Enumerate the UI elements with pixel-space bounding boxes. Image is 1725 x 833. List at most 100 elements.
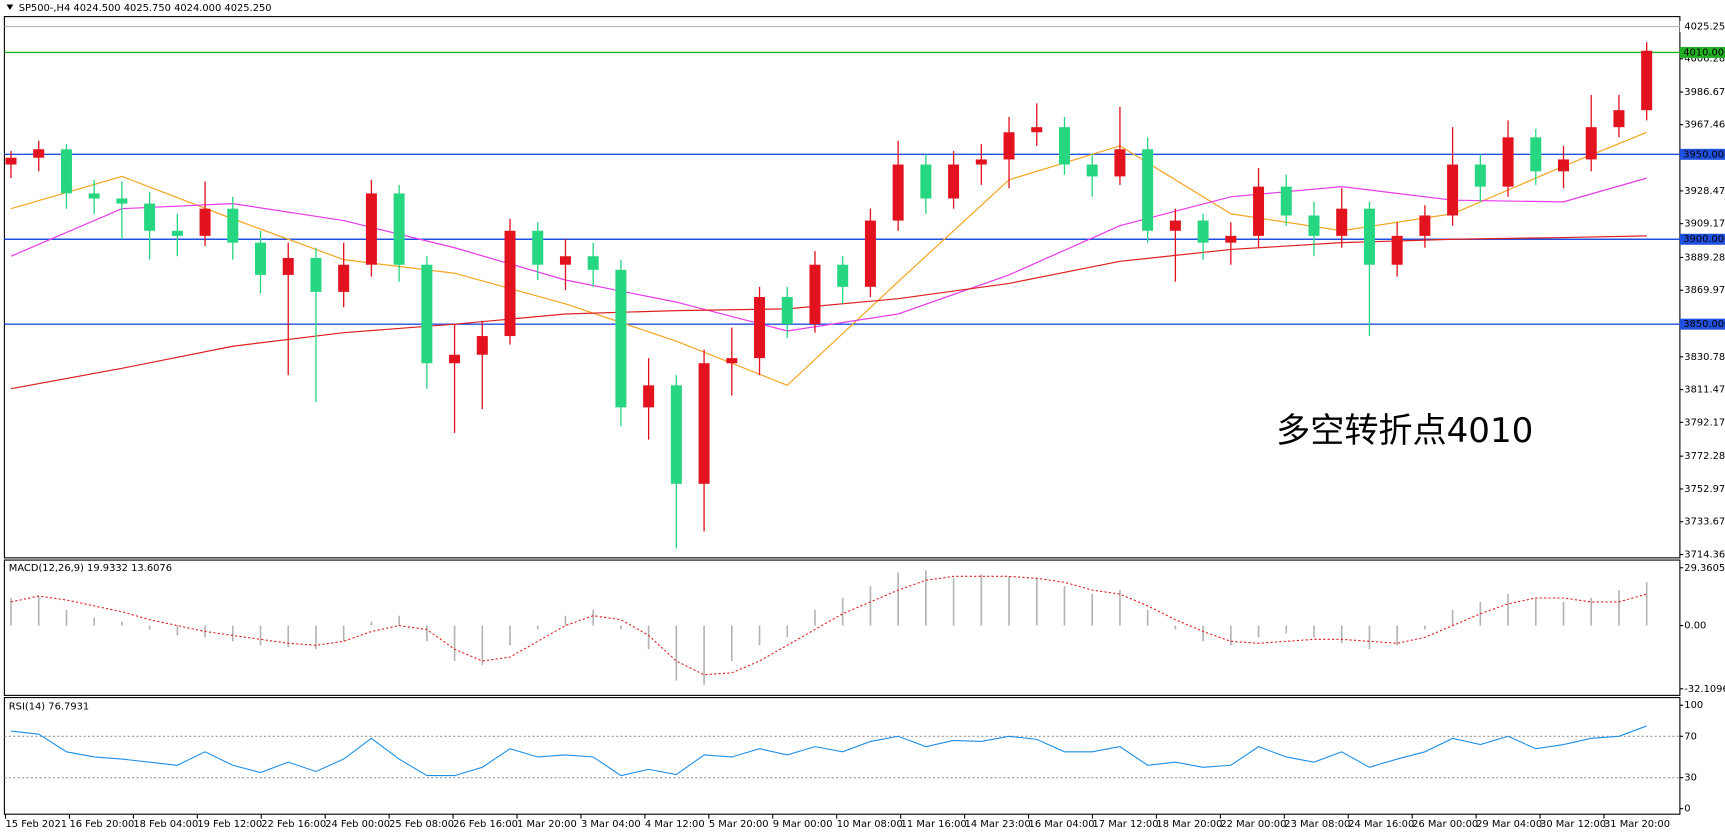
candle-body <box>5 157 17 165</box>
moving-average <box>10 177 1647 332</box>
candle-body <box>116 198 128 204</box>
candle-body <box>1641 50 1653 111</box>
y-tick-label: 4006.280 <box>1684 54 1725 65</box>
x-tick-label: 5 Mar 20:00 <box>709 819 769 830</box>
annotation: 多空转折点4010 <box>1276 411 1533 451</box>
x-tick-label: 30 Mar 12:00 <box>1540 819 1606 830</box>
candle-body <box>1502 137 1514 187</box>
candle-body <box>227 208 239 243</box>
candle-body <box>837 264 849 287</box>
x-tick-label: 31 Mar 20:00 <box>1604 819 1670 830</box>
candle-body <box>1225 235 1237 243</box>
candle-body <box>670 385 682 484</box>
x-tick-label: 1 Mar 20:00 <box>517 819 577 830</box>
x-tick-label: 22 Mar 00:00 <box>1220 819 1286 830</box>
candle-body <box>199 208 211 236</box>
y-tick-label: 3967.460 <box>1684 120 1725 131</box>
x-tick-label: 29 Mar 04:00 <box>1476 819 1542 830</box>
main-panel <box>3 16 1681 559</box>
candle-body <box>892 164 904 221</box>
x-tick-label: 16 Feb 20:00 <box>69 819 134 830</box>
candle-body <box>1613 110 1625 128</box>
candle-body <box>532 230 544 265</box>
candle-body <box>1197 220 1209 243</box>
candle-body <box>1391 235 1403 265</box>
candle-body <box>504 230 516 337</box>
x-tick-label: 19 Feb 12:00 <box>197 819 262 830</box>
candle-body <box>1447 164 1459 216</box>
candle-body <box>726 358 738 364</box>
candle-body <box>476 336 488 355</box>
candle-body <box>559 256 571 265</box>
candle-body <box>449 354 461 364</box>
candle-body <box>171 230 183 236</box>
x-tick-label: 22 Feb 16:00 <box>261 819 326 830</box>
candle-body <box>1142 149 1154 231</box>
candle-body <box>144 203 156 231</box>
candle-body <box>1003 132 1015 160</box>
rsi-line <box>10 725 1647 777</box>
candle-body <box>1363 208 1375 265</box>
y-tick-label: 3772.280 <box>1684 451 1725 462</box>
x-tick-label: 24 Feb 00:00 <box>325 819 390 830</box>
candle-body <box>365 193 377 265</box>
x-tick-label: 15 Feb 2021 <box>6 819 68 830</box>
y-tick-label: 3909.170 <box>1684 219 1725 230</box>
candle-body <box>754 297 766 359</box>
candle-body <box>282 257 294 275</box>
macd-title: MACD(12,26,9) 19.9332 13.6076 <box>9 563 172 574</box>
price-label: 4025.250 <box>1684 22 1725 33</box>
rsi-title: RSI(14) 76.7931 <box>9 701 89 712</box>
candle-body <box>698 363 710 484</box>
candle-body <box>1585 127 1597 160</box>
x-tick-label: 26 Feb 16:00 <box>453 819 518 830</box>
x-tick-label: 18 Mar 20:00 <box>1156 819 1222 830</box>
candle-body <box>33 149 45 158</box>
candle-body <box>1169 220 1181 231</box>
x-tick-label: 11 Mar 16:00 <box>901 819 967 830</box>
candle-body <box>1419 215 1431 236</box>
x-tick-label: 10 Mar 08:00 <box>837 819 903 830</box>
y-tick-label: 3792.170 <box>1684 417 1725 428</box>
y-tick-label: 3986.670 <box>1684 87 1725 98</box>
candle-body <box>421 264 433 364</box>
x-tick-label: 4 Mar 12:00 <box>645 819 705 830</box>
y-tick-label: 3714.365 <box>1684 550 1725 561</box>
candle-body <box>920 164 932 199</box>
macd-signal <box>10 575 1647 676</box>
rsi-panel <box>3 697 1681 815</box>
candle-body <box>781 297 793 325</box>
y-tick-label: 0 <box>1684 804 1690 815</box>
candle-body <box>1058 127 1070 165</box>
y-tick-label: 3830.780 <box>1684 352 1725 363</box>
x-tick-label: 26 Mar 00:00 <box>1412 819 1478 830</box>
level-label: 4010.000 <box>1683 47 1725 58</box>
level-label-box <box>1679 46 1725 58</box>
y-tick-label: 100 <box>1684 700 1703 711</box>
candle-body <box>948 164 960 199</box>
x-tick-label: 24 Mar 16:00 <box>1348 819 1414 830</box>
x-tick-label: 3 Mar 04:00 <box>581 819 641 830</box>
y-tick-label: 3928.475 <box>1684 186 1725 197</box>
y-tick-label: 3733.670 <box>1684 517 1725 528</box>
candle-body <box>1530 137 1542 172</box>
x-tick-label: 14 Mar 23:00 <box>965 819 1031 830</box>
macd-panel <box>3 559 1681 696</box>
candle-body <box>643 385 655 408</box>
x-tick-label: 16 Mar 04:00 <box>1029 819 1095 830</box>
level-label-box <box>1679 318 1725 330</box>
candle-body <box>1253 186 1265 236</box>
y-tick-label: 70 <box>1684 731 1697 742</box>
y-tick-label: 30 <box>1684 773 1697 784</box>
candle-body <box>60 149 72 194</box>
x-tick-label: 23 Mar 08:00 <box>1284 819 1350 830</box>
candle-body <box>1474 164 1486 187</box>
y-tick-label: 29.3605 <box>1684 563 1725 574</box>
candle-body <box>338 264 350 292</box>
y-tick-label: -32.1096 <box>1684 684 1725 695</box>
x-tick-label: 25 Feb 08:00 <box>389 819 454 830</box>
x-tick-label: 18 Feb 04:00 <box>133 819 198 830</box>
